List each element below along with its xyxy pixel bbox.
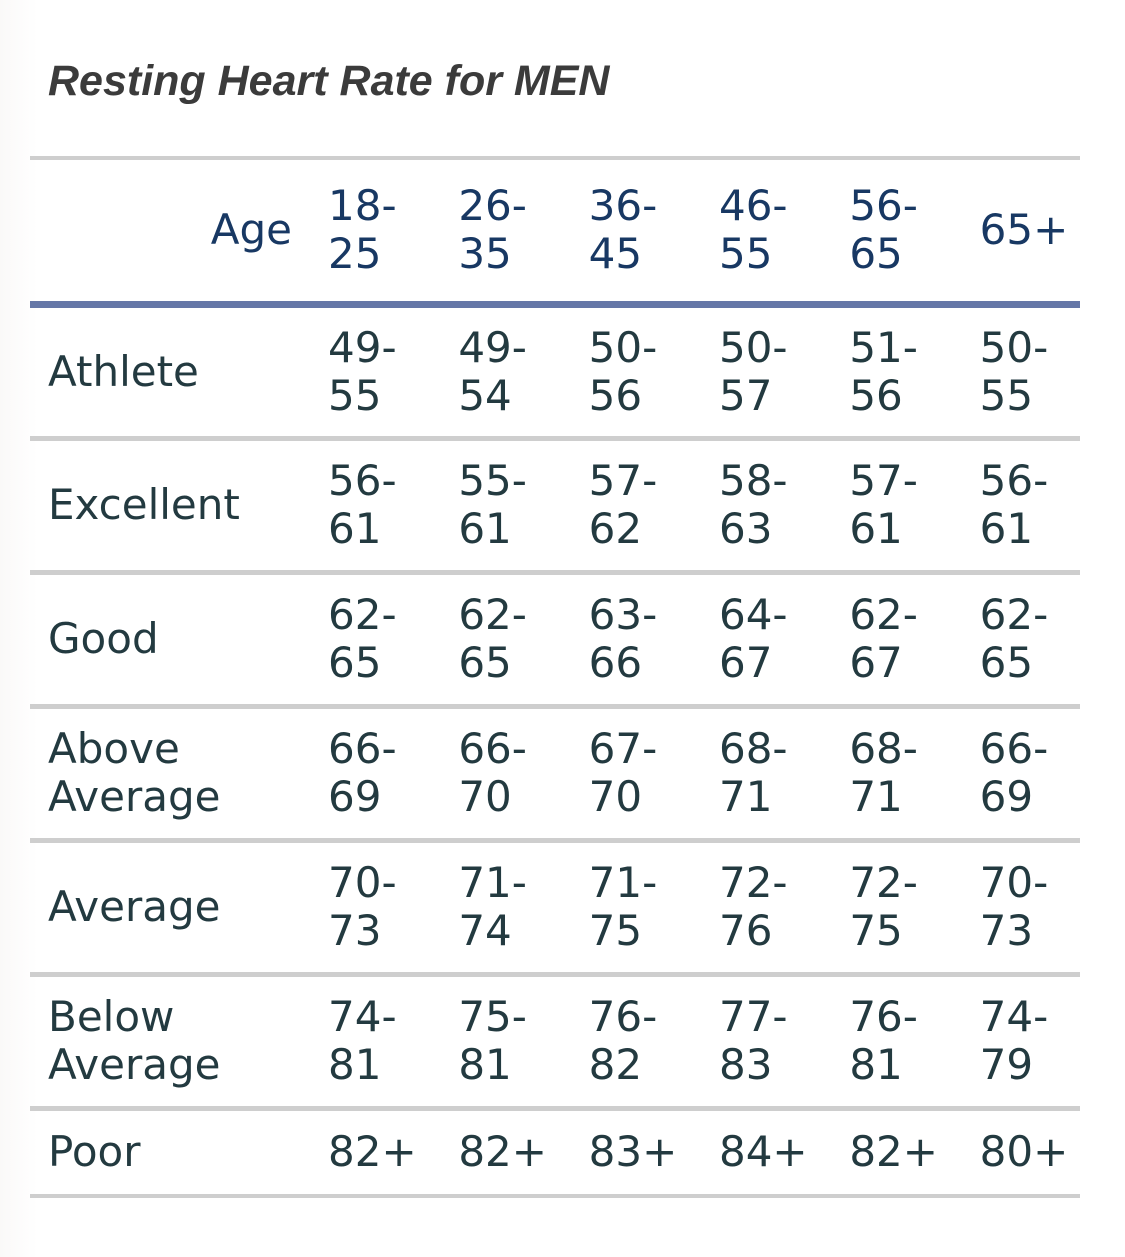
- value-cell: 57- 62: [588, 456, 658, 553]
- value-cell: 72- 75: [849, 858, 918, 955]
- column-header: 26- 35: [458, 181, 527, 279]
- value-cell: 68- 71: [849, 724, 918, 821]
- value-cell: 58- 63: [718, 456, 788, 553]
- value-cell: 56- 61: [328, 456, 397, 553]
- value-cell: 77- 83: [718, 992, 788, 1089]
- value-cell: 72- 76: [718, 858, 788, 955]
- value-cell: 62- 65: [458, 590, 527, 687]
- row-label-cell: Average: [48, 882, 221, 931]
- table-header-row: Age 18- 25 26- 35 36- 45 46- 55 56- 65 65+: [30, 158, 1080, 304]
- value-cell: 50- 57: [718, 322, 788, 420]
- column-header: 56- 65: [849, 181, 918, 279]
- value-cell: 76- 81: [849, 992, 918, 1089]
- value-cell: 76- 82: [588, 992, 658, 1089]
- value-cell: 62- 67: [849, 590, 918, 687]
- value-cell: 51- 56: [849, 322, 918, 420]
- table-row: Above Average 66- 69 66- 70 67- 70 68- 71 68…: [30, 706, 1080, 840]
- row-label-cell: Good: [48, 614, 159, 663]
- row-label-cell: Excellent: [48, 480, 240, 529]
- column-header: 18- 25: [328, 181, 397, 279]
- value-cell: 56- 61: [979, 456, 1049, 553]
- value-cell: 49- 55: [328, 322, 397, 420]
- value-cell: 74- 81: [328, 992, 397, 1089]
- value-cell: 49- 54: [458, 322, 527, 420]
- value-cell: 80+: [979, 1127, 1069, 1177]
- age-column-header: Age: [210, 205, 292, 255]
- resting-heart-rate-table: Age 18- 25 26- 35 36- 45 46- 55 56- 65 65+ At…: [30, 156, 1080, 1198]
- value-cell: 67- 70: [588, 724, 658, 821]
- value-cell: 75- 81: [458, 992, 527, 1089]
- row-label-cell: Athlete: [48, 346, 199, 396]
- row-label-cell: Poor: [48, 1127, 141, 1177]
- value-cell: 62- 65: [979, 590, 1049, 687]
- value-cell: 70- 73: [328, 858, 397, 955]
- value-cell: 82+: [328, 1127, 417, 1177]
- value-cell: 50- 55: [979, 322, 1049, 420]
- table-row: Excellent 56- 61 55- 61 57- 62 58- 63 57- 61 …: [30, 438, 1080, 572]
- value-cell: 74- 79: [979, 992, 1049, 1089]
- value-cell: 66- 69: [328, 724, 397, 821]
- row-label-cell: Below Average: [48, 992, 221, 1089]
- value-cell: 82+: [458, 1127, 547, 1177]
- value-cell: 66- 70: [458, 724, 527, 821]
- table-row: Poor 82+ 82+ 83+ 84+ 82+ 80+: [30, 1108, 1080, 1196]
- value-cell: 66- 69: [979, 724, 1049, 821]
- table-row: Average 70- 73 71- 74 71- 75 72- 76 72- 75 70…: [30, 840, 1080, 974]
- value-cell: 57- 61: [849, 456, 918, 553]
- value-cell: 70- 73: [979, 858, 1049, 955]
- content-area: Resting Heart Rate for MEN Age 18- 25 26-…: [30, 57, 1080, 1198]
- value-cell: 82+: [849, 1127, 938, 1177]
- value-cell: 64- 67: [718, 590, 788, 687]
- value-cell: 71- 74: [458, 858, 527, 955]
- column-header: 65+: [979, 205, 1069, 255]
- column-header: 46- 55: [718, 181, 788, 279]
- value-cell: 63- 66: [588, 590, 658, 687]
- value-cell: 68- 71: [718, 724, 788, 821]
- value-cell: 83+: [588, 1127, 678, 1177]
- value-cell: 50- 56: [588, 322, 658, 420]
- table-row: Good 62- 65 62- 65 63- 66 64- 67 62- 67 62- 65: [30, 572, 1080, 706]
- page-title: Resting Heart Rate for MEN: [48, 57, 610, 105]
- column-header: 36- 45: [588, 181, 658, 279]
- row-label-cell: Above Average: [48, 724, 221, 821]
- value-cell: 55- 61: [458, 456, 527, 553]
- table-row: Athlete 49- 55 49- 54 50- 56 50- 57 51- 56 50…: [30, 304, 1080, 438]
- table-row: Below Average 74- 81 75- 81 76- 82 77- 83 76…: [30, 974, 1080, 1108]
- value-cell: 62- 65: [328, 590, 397, 687]
- value-cell: 84+: [718, 1127, 808, 1177]
- value-cell: 71- 75: [588, 858, 658, 955]
